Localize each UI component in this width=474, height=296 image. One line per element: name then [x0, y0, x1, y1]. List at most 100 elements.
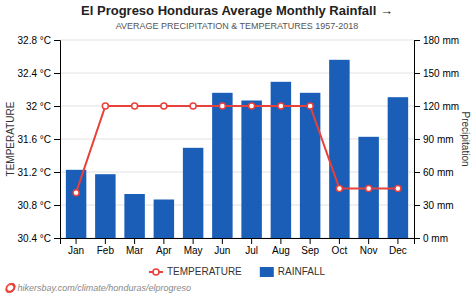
title: El Progreso Honduras Average Monthly Rai…: [81, 3, 393, 18]
y2-axis: 0 mm 30 mm 60 mm 90 mm 120 mm 150 mm 180 mm: [414, 35, 459, 244]
tick: 32 °C: [26, 101, 60, 112]
tick-label: 90 mm: [423, 134, 454, 145]
tick-mark: [163, 238, 164, 244]
tick-mark: [414, 172, 420, 173]
axis-line: [54, 41, 61, 239]
tick: Jul: [245, 238, 258, 256]
tick: 31.2 °C: [18, 167, 60, 178]
bar: [95, 174, 115, 238]
point: [278, 103, 284, 109]
tick-mark: [54, 139, 60, 140]
tick-label: 0 mm: [423, 233, 448, 244]
tick: Mar: [126, 238, 144, 256]
point: [132, 103, 138, 109]
tick: Jan: [68, 238, 84, 256]
bar-series: [66, 60, 408, 238]
y-axis-title: TEMPERATURE: [5, 101, 16, 176]
markers: [73, 103, 401, 196]
tick-label: Apr: [156, 245, 172, 256]
tick-mark: [54, 73, 60, 74]
tick: Feb: [97, 238, 115, 256]
point: [307, 103, 313, 109]
tick-mark: [54, 40, 60, 41]
tick: Nov: [360, 238, 378, 256]
annotation: ⭕ hikersbay.com/climate/honduras/elprogr…: [4, 282, 191, 293]
tick: Dec: [389, 238, 407, 256]
tick: 30.8 °C: [18, 200, 60, 211]
tick-mark: [193, 238, 194, 244]
tick: Oct: [332, 238, 348, 256]
tick-mark: [280, 238, 281, 244]
tick-mark: [414, 139, 420, 140]
tick-label: 150 mm: [423, 68, 459, 79]
bar: [358, 137, 378, 238]
tick-label: Jul: [245, 245, 258, 256]
point: [336, 186, 342, 192]
tick-label: Jun: [214, 245, 230, 256]
legend-marker: [153, 269, 159, 275]
tick: 30.4 °C: [18, 233, 60, 244]
bar: [241, 101, 261, 239]
bar: [388, 97, 408, 238]
tick: 30 mm: [414, 200, 454, 211]
legend-item: RAINFALL: [260, 266, 326, 277]
tick: 150 mm: [414, 68, 459, 79]
tick-mark: [54, 172, 60, 173]
tick: Sep: [301, 238, 319, 256]
tick-label: Aug: [272, 245, 290, 256]
tick-label: Mar: [126, 245, 144, 256]
tick-mark: [222, 238, 223, 244]
legend-label: RAINFALL: [278, 266, 326, 277]
bar: [329, 60, 349, 238]
tick-mark: [54, 238, 60, 239]
tick-label: 60 mm: [423, 167, 454, 178]
legend-item: TEMPERATURE: [149, 266, 242, 277]
tick-mark: [414, 238, 420, 239]
tick-mark: [105, 238, 106, 244]
tick-mark: [310, 238, 311, 244]
tick-mark: [54, 205, 60, 206]
tick: May: [184, 238, 203, 256]
chart: El Progreso Honduras Average Monthly Rai…: [0, 0, 474, 296]
tick: 32.8 °C: [18, 35, 60, 46]
tick-label: Jan: [68, 245, 84, 256]
bar: [183, 148, 203, 238]
tick: Jun: [214, 238, 230, 256]
tick-label: 32.4 °C: [18, 68, 51, 79]
line: [76, 106, 398, 193]
tick-label: Feb: [97, 245, 115, 256]
tick-mark: [414, 205, 420, 206]
tick-label: Oct: [332, 245, 348, 256]
marks: [66, 60, 408, 238]
tick: 90 mm: [414, 134, 454, 145]
tick: 0 mm: [414, 233, 448, 244]
bar: [66, 170, 86, 238]
tick-mark: [339, 238, 340, 244]
grid-line: [60, 73, 414, 74]
y-axis: 30.4 °C 30.8 °C 31.2 °C 31.6 °C 32 °C 32.4 °C…: [18, 35, 61, 244]
tick-label: 32.8 °C: [18, 35, 51, 46]
point: [102, 103, 108, 109]
tick-mark: [414, 73, 420, 74]
tick-mark: [76, 238, 77, 244]
y2-axis-title: Precipitation: [460, 111, 471, 166]
bar: [124, 194, 144, 238]
tick-mark: [134, 238, 135, 244]
tick: 32.4 °C: [18, 68, 60, 79]
point: [249, 103, 255, 109]
tick-mark: [397, 238, 398, 244]
point: [73, 190, 79, 196]
legend-swatch: [260, 267, 274, 277]
point: [190, 103, 196, 109]
grid-line: [60, 40, 414, 41]
tick-mark: [414, 106, 420, 107]
tick: 31.6 °C: [18, 134, 60, 145]
tick: 60 mm: [414, 167, 454, 178]
bar: [154, 200, 174, 239]
tick: 120 mm: [414, 101, 459, 112]
tick-label: 120 mm: [423, 101, 459, 112]
point: [161, 103, 167, 109]
tick-mark: [54, 106, 60, 107]
tick: 180 mm: [414, 35, 459, 46]
axis-line: [61, 239, 415, 245]
